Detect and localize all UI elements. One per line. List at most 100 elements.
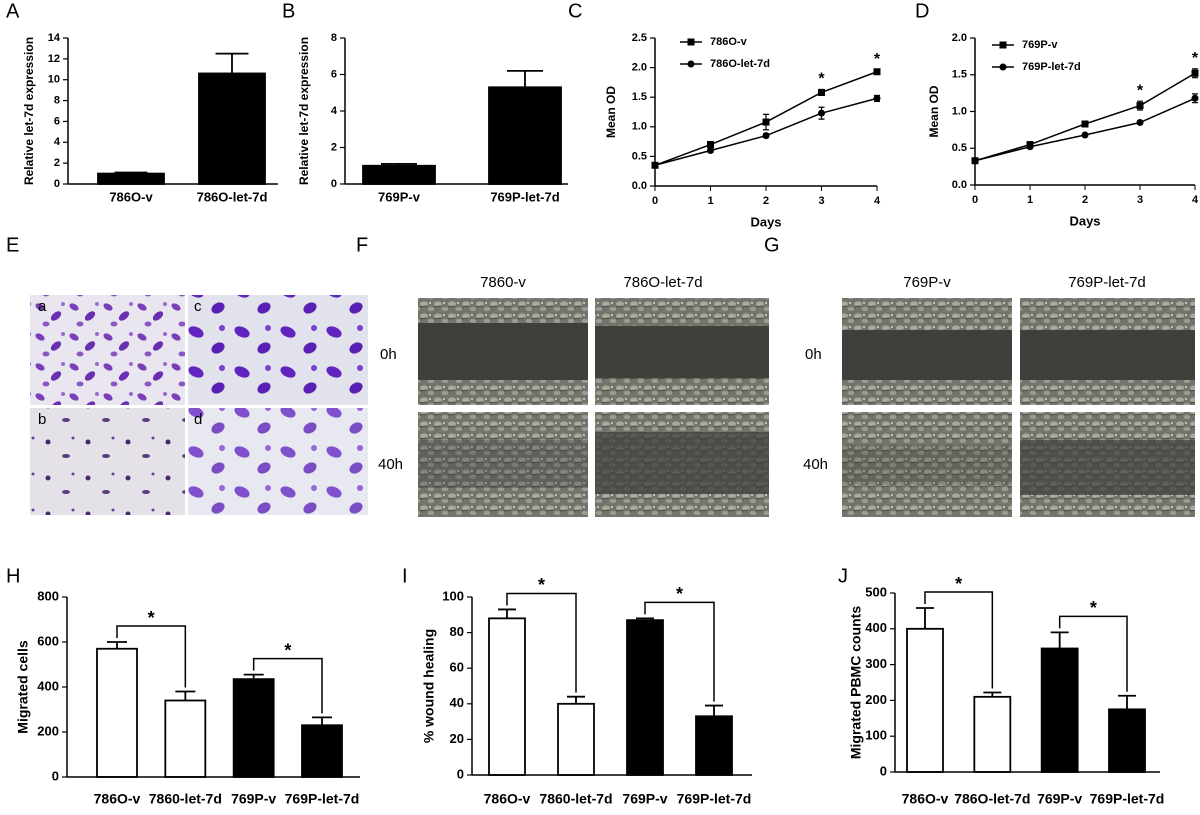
micrograph <box>1020 298 1195 405</box>
tile-label: d <box>194 411 202 428</box>
error-bar <box>498 608 516 619</box>
legend-label: 786O-v <box>710 36 748 48</box>
micrograph <box>188 408 368 515</box>
y-tick-label: 400 <box>865 620 887 635</box>
marker <box>1081 131 1089 139</box>
significance-bracket <box>252 657 323 714</box>
error-bar <box>312 716 332 726</box>
legend-label: 769P-let-7d <box>1022 61 1081 73</box>
marker <box>873 68 881 76</box>
row-label: 40h <box>378 456 403 473</box>
micrograph <box>418 298 588 405</box>
y-tick-label: 300 <box>865 656 887 671</box>
tile-label: b <box>38 411 46 428</box>
y-tick-label: 200 <box>37 723 59 738</box>
y-axis-title: Mean OD <box>927 85 941 137</box>
column-label: 7860-v <box>480 274 526 291</box>
significance-label: * <box>818 71 825 88</box>
significance-bracket <box>1058 615 1128 692</box>
x-tick-label: 4 <box>1192 194 1199 206</box>
bar <box>973 695 1012 773</box>
bar <box>198 72 266 185</box>
bar <box>96 647 138 778</box>
x-tick-label: 769P-v <box>1037 791 1082 807</box>
error-bar <box>983 691 1002 697</box>
bar <box>362 164 436 185</box>
bar <box>626 619 664 776</box>
panel-label: I <box>402 565 408 587</box>
y-tick-label: 6 <box>54 115 60 127</box>
x-tick-label: 7860-let-7d <box>149 791 222 807</box>
bar <box>1108 708 1146 773</box>
marker <box>707 141 714 149</box>
bar <box>557 702 595 776</box>
x-tick-label: 4 <box>874 195 881 207</box>
bar <box>301 724 343 778</box>
significance-bracket <box>924 591 994 689</box>
x-tick-label: 0 <box>972 194 978 206</box>
error-bar <box>636 617 654 621</box>
micrograph <box>842 412 1012 517</box>
panel-label: H <box>6 565 20 587</box>
marker <box>1191 69 1199 77</box>
y-tick-label: 12 <box>48 53 60 65</box>
y-tick-label: 0 <box>331 178 337 190</box>
significance-label: * <box>148 608 155 628</box>
marker <box>762 132 770 140</box>
panel-label: D <box>915 0 929 22</box>
panel-e: E a c b d <box>6 234 368 515</box>
y-tick-label: 2 <box>331 141 337 153</box>
y-axis-title: Relative let-7d expression <box>22 37 36 185</box>
error-bar <box>215 52 249 74</box>
y-tick-label: 40 <box>450 695 464 710</box>
significance-label: * <box>676 584 683 604</box>
x-tick-label: 769P-v <box>231 791 276 807</box>
y-tick-label: 1.5 <box>952 69 967 81</box>
error-bar <box>1118 694 1136 710</box>
error-bar <box>567 695 585 704</box>
legend-marker <box>999 63 1007 71</box>
y-axis-title: Migrated PBMC counts <box>848 606 864 759</box>
significance-bracket <box>506 592 577 693</box>
x-tick-label: 769P-v <box>378 189 421 204</box>
micrograph <box>595 412 769 517</box>
y-tick-label: 0 <box>52 768 59 783</box>
significance-label: * <box>284 640 291 660</box>
micrograph <box>842 298 1012 405</box>
y-axis-title: % wound healing <box>421 629 437 743</box>
y-tick-label: 1.5 <box>632 91 647 103</box>
y-tick-label: 1.0 <box>632 121 647 133</box>
marker <box>1136 102 1144 110</box>
column-label: 769P-v <box>903 274 951 291</box>
x-tick-label: 2 <box>1082 194 1088 206</box>
significance-label: * <box>1192 50 1199 67</box>
panel-label: B <box>282 0 295 22</box>
y-tick-label: 80 <box>450 624 464 639</box>
x-tick-label: 1 <box>707 195 713 207</box>
y-tick-label: 2 <box>54 157 60 169</box>
y-tick-label: 600 <box>37 633 59 648</box>
x-tick-label: 3 <box>818 195 824 207</box>
error-bar <box>243 673 264 680</box>
x-tick-label: 786O-v <box>109 189 153 204</box>
error-bar <box>381 163 417 166</box>
bar <box>906 627 944 773</box>
row-label: 0h <box>805 346 822 363</box>
marker <box>818 88 825 96</box>
y-tick-label: 2.5 <box>632 32 647 44</box>
x-tick-label: 2 <box>763 195 769 207</box>
bar <box>695 715 733 776</box>
y-tick-label: 0.5 <box>632 150 647 162</box>
bar <box>232 678 275 778</box>
x-tick-label: 769P-let-7d <box>285 791 360 807</box>
x-tick-label: 786O-let-7d <box>954 791 1030 807</box>
y-tick-label: 100 <box>865 728 887 743</box>
marker <box>1081 120 1089 128</box>
bar <box>488 86 562 185</box>
legend-label: 769P-v <box>1022 39 1058 51</box>
tile-label: a <box>38 298 47 315</box>
y-axis-title: Relative let-7d expression <box>297 37 311 185</box>
significance-label: * <box>955 574 962 594</box>
marker <box>762 118 770 126</box>
marker <box>707 146 714 154</box>
